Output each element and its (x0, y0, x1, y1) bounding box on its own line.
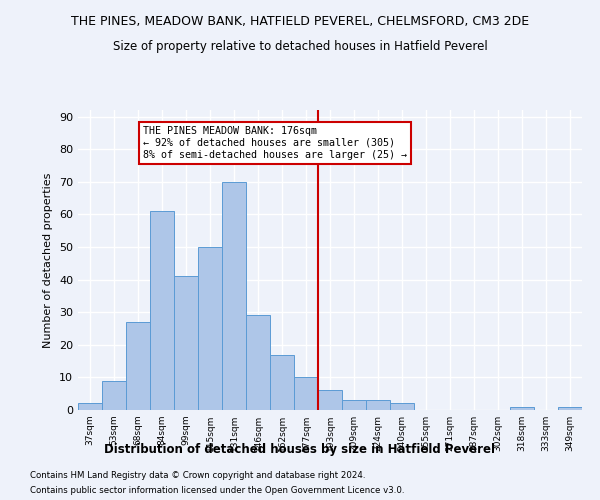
Bar (318, 390, 342, 410)
Text: THE PINES, MEADOW BANK, HATFIELD PEVEREL, CHELMSFORD, CM3 2DE: THE PINES, MEADOW BANK, HATFIELD PEVEREL… (71, 15, 529, 28)
Text: Contains public sector information licensed under the Open Government Licence v3: Contains public sector information licen… (30, 486, 404, 495)
Text: Size of property relative to detached houses in Hatfield Peverel: Size of property relative to detached ho… (113, 40, 487, 53)
Text: Contains HM Land Registry data © Crown copyright and database right 2024.: Contains HM Land Registry data © Crown c… (30, 471, 365, 480)
Bar (126, 322, 150, 410)
Bar (78, 404, 102, 410)
Bar (198, 247, 222, 410)
Bar (246, 316, 270, 410)
Y-axis label: Number of detached properties: Number of detached properties (43, 172, 53, 348)
Bar (270, 354, 294, 410)
Bar (294, 378, 318, 410)
Text: Distribution of detached houses by size in Hatfield Peverel: Distribution of detached houses by size … (104, 442, 496, 456)
Bar (150, 211, 174, 410)
Bar (102, 380, 126, 410)
Bar (366, 400, 390, 410)
Bar (342, 400, 366, 410)
Bar (558, 406, 582, 410)
Bar (510, 406, 534, 410)
Bar (222, 182, 246, 410)
Bar (390, 404, 414, 410)
Bar (174, 276, 198, 410)
Text: THE PINES MEADOW BANK: 176sqm
← 92% of detached houses are smaller (305)
8% of s: THE PINES MEADOW BANK: 176sqm ← 92% of d… (143, 126, 407, 160)
